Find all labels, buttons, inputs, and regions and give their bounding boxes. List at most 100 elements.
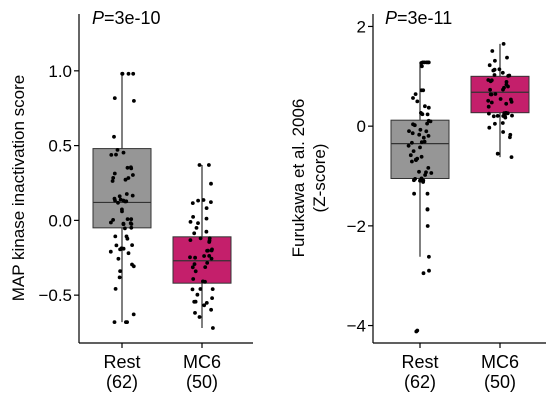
right-rest-data-point [419, 61, 424, 65]
right-x-label-mc6: MC6 [481, 352, 519, 372]
right-mc6-data-point [508, 132, 513, 137]
right-rest-data-point [417, 132, 422, 137]
right-rest-data-point [421, 271, 426, 276]
right-mc6-data-point [493, 121, 497, 126]
left-rest-data-point [130, 243, 135, 248]
right-mc6-data-point [493, 92, 498, 96]
right-mc6-data-point [504, 80, 509, 84]
left-rest-data-point [113, 234, 118, 239]
right-mc6-data-point [497, 67, 502, 72]
right-rest-data-point [427, 268, 431, 273]
left-rest-data-point [110, 179, 115, 183]
right-rest-data-point [425, 207, 430, 212]
left-y-tick-label: 1.0 [48, 62, 72, 81]
left-mc6-data-point [203, 279, 207, 284]
left-mc6-data-point [188, 255, 192, 260]
left-rest-data-point [111, 176, 116, 180]
left-rest-data-point [130, 193, 135, 198]
left-mc6-data-point [196, 198, 201, 203]
left-rest-data-point [123, 177, 128, 182]
right-mc6-data-point [492, 67, 497, 72]
left-rest-data-point [121, 150, 126, 155]
right-mc6-data-point [507, 73, 512, 78]
left-mc6-data-point [192, 231, 197, 236]
left-rest-data-point [129, 217, 134, 222]
right-rest-data-point [420, 112, 425, 117]
right-rest-data-point [421, 178, 426, 183]
right-x-n-mc6: (50) [484, 372, 516, 392]
right-rest-data-point [414, 329, 419, 334]
right-rest-data-point [408, 153, 413, 158]
left-rest-data-point [109, 220, 113, 225]
right-mc6-data-point [501, 87, 505, 92]
right-rest-data-point [411, 96, 415, 100]
left-mc6-data-point [205, 261, 210, 265]
right-mc6-data-point [491, 114, 496, 119]
right-rest-data-point [421, 88, 426, 93]
left-rest-data-point [112, 171, 117, 176]
left-mc6-data-point [197, 315, 202, 319]
left-x-label-mc6: MC6 [183, 352, 221, 372]
left-mc6-data-point [204, 206, 209, 211]
right-rest-data-point [411, 149, 416, 154]
right-rest-data-point [411, 122, 415, 127]
right-x-label-rest: Rest [401, 352, 438, 372]
left-rest-data-point [125, 236, 130, 241]
left-mc6-data-point [204, 229, 209, 234]
left-mc6-data-point [192, 299, 197, 304]
left-rest-data-point [112, 134, 116, 139]
left-mc6-data-point [201, 198, 206, 202]
left-rest-data-point [114, 152, 118, 157]
right-rest-data-point [418, 145, 422, 150]
left-rest-data-point [132, 99, 136, 103]
right-mc6-data-point [489, 100, 494, 105]
right-mc6-data-point [487, 63, 492, 68]
left-x-n-mc6: (50) [186, 372, 218, 392]
right-mc6-data-point [501, 130, 505, 134]
right-mc6-data-point [505, 55, 509, 60]
right-y-tick-label: 0 [357, 117, 366, 136]
right-rest-data-point [412, 191, 416, 196]
left-mc6-data-point [207, 163, 211, 167]
left-rest-data-point [113, 287, 118, 291]
right-rest-data-point [424, 170, 428, 175]
right-rest-data-point [419, 140, 424, 145]
right-rest-data-point [428, 119, 433, 124]
left-rest-data-point [126, 176, 131, 180]
right-rest-data-point [425, 121, 429, 126]
left-mc6-box [172, 236, 232, 284]
left-rest-data-point [125, 165, 130, 170]
right-rest-data-point [414, 158, 418, 163]
left-rest-data-point [118, 269, 122, 273]
left-rest-data-point [117, 194, 122, 199]
left-y-tick-label: −0.5 [38, 286, 72, 305]
left-mc6-data-point [209, 200, 213, 205]
right-mc6-data-point [486, 98, 491, 103]
left-rest-data-point [123, 226, 127, 231]
left-mc6-data-point [209, 307, 214, 312]
left-x-n-rest: (62) [106, 372, 138, 392]
left-mc6-data-point [203, 265, 208, 269]
left-rest-data-point [112, 96, 117, 100]
right-p-value: =3e-11 [397, 8, 452, 28]
right-mc6-data-point [487, 125, 492, 130]
left-mc6-data-point [191, 215, 196, 219]
right-mc6-box [470, 75, 530, 114]
left-mc6-data-point [209, 248, 214, 253]
right-rest-data-point [424, 60, 429, 65]
right-rest-data-point [420, 64, 424, 69]
left-mc6-data-point [202, 254, 207, 258]
left-mc6-data-point [209, 181, 213, 186]
left-mc6-data-point [204, 301, 209, 305]
right-mc6-data-point [488, 92, 493, 97]
right-rest-data-point [418, 178, 422, 183]
left-mc6-data-point [188, 220, 193, 224]
left-mc6-data-point [202, 303, 207, 308]
left-p-value: =3e-10 [104, 8, 161, 28]
right-rest-data-point [424, 129, 429, 134]
right-rest-data-point [426, 105, 431, 110]
left-rest-data-point [124, 192, 129, 196]
left-rest-data-point [115, 148, 120, 152]
left-rest-data-point [114, 243, 119, 248]
left-mc6-data-point [209, 256, 214, 261]
